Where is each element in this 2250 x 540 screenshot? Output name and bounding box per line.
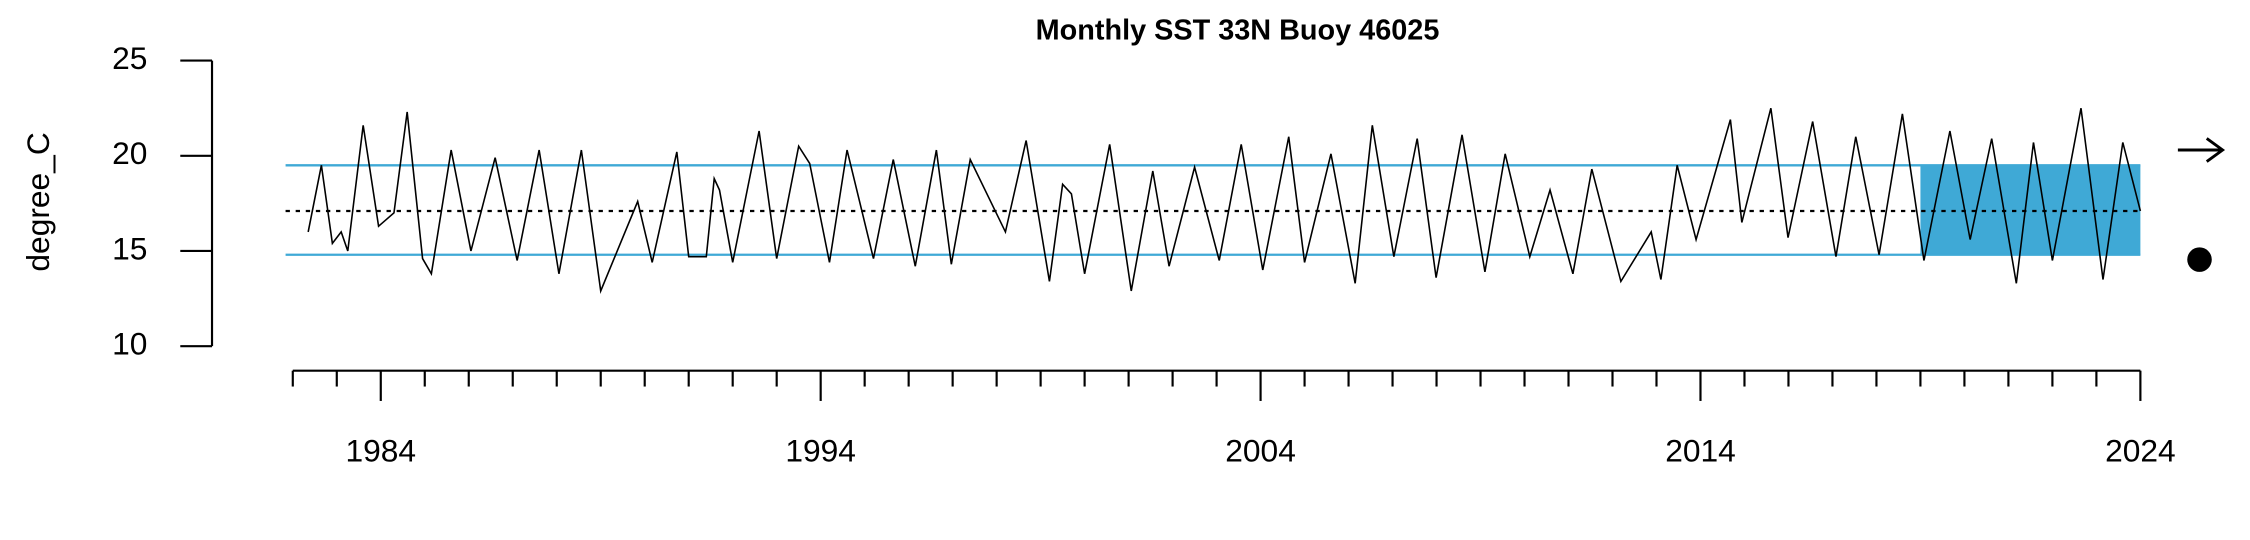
x-tick-label: 1994 [785,432,856,468]
status-dot [2187,247,2212,272]
y-tick-label: 10 [112,326,147,362]
y-tick-label: 15 [112,230,147,266]
sst-line [307,107,2142,294]
y-axis-label: degree_C [20,132,56,271]
x-tick-label: 2004 [1225,432,1296,468]
y-tick-label: 25 [112,40,147,76]
trend-arrow [2177,137,2226,163]
chart-title: Monthly SST 33N Buoy 46025 [1036,14,1440,46]
y-tick-label: 20 [112,135,147,171]
x-tick-label: 1984 [345,432,416,468]
x-tick-label: 2024 [2105,432,2176,468]
x-tick-label: 2014 [1665,432,1736,468]
